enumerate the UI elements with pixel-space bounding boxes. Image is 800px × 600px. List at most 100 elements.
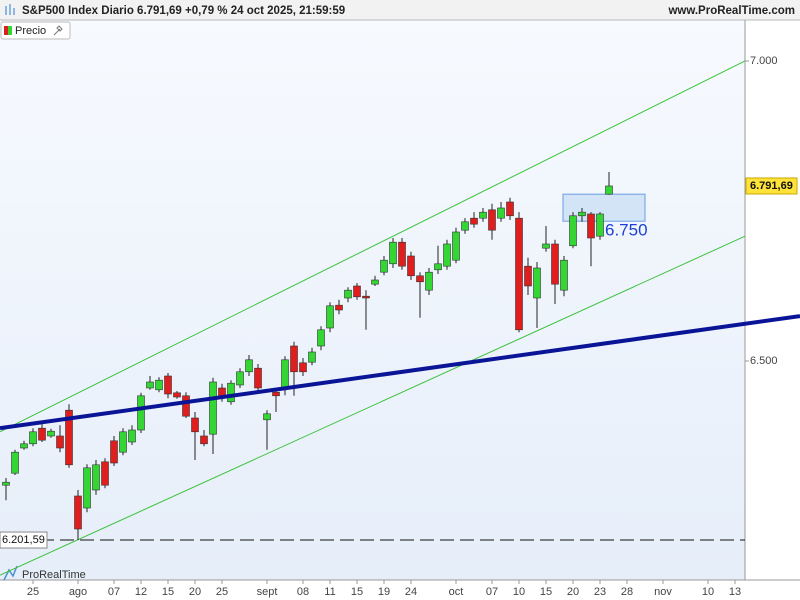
plot-area <box>0 20 745 580</box>
price-marker-box <box>745 177 798 195</box>
candle-body <box>443 243 451 267</box>
trendline <box>0 60 746 433</box>
candle-body <box>587 213 595 239</box>
candle-body <box>83 467 91 509</box>
candle-body <box>164 375 172 395</box>
candle-body <box>245 359 253 373</box>
x-tick-label: 13 <box>729 586 741 598</box>
x-tick-label: 10 <box>513 586 525 598</box>
legend-swatch <box>4 26 8 35</box>
candle-body <box>488 209 496 231</box>
candle-body <box>173 392 181 398</box>
candle-body <box>407 255 415 277</box>
x-tick-label: 08 <box>297 586 309 598</box>
candle-body <box>470 217 478 225</box>
logo-icon <box>3 565 18 581</box>
candle-body <box>38 427 46 441</box>
x-tick-label: 12 <box>135 586 147 598</box>
candle-body <box>299 362 307 373</box>
x-tick-label: 15 <box>162 586 174 598</box>
candle-body <box>155 379 163 391</box>
candle-body <box>497 207 505 219</box>
candle-body <box>20 443 28 449</box>
candle-body <box>119 431 127 453</box>
x-tick-label: oct <box>449 586 464 598</box>
candle-body <box>335 304 343 311</box>
candle-body <box>191 417 199 433</box>
candle-body <box>371 279 379 285</box>
candle-body <box>326 305 334 329</box>
x-tick-label: 20 <box>189 586 201 598</box>
plot-layer <box>0 60 746 576</box>
candle-body <box>578 211 586 217</box>
x-tick-label: 15 <box>351 586 363 598</box>
x-tick-label: 28 <box>621 586 633 598</box>
logo: ProRealTime <box>3 565 86 581</box>
candle-body <box>272 391 280 397</box>
candle-body <box>227 382 235 403</box>
candle-body <box>308 351 316 363</box>
y-tick-label: 7.000 <box>750 55 778 67</box>
candle-body <box>263 413 271 421</box>
candle-body <box>92 464 100 491</box>
x-tick-label: 10 <box>702 586 714 598</box>
candle-body <box>281 359 289 389</box>
candle-body <box>317 329 325 347</box>
candle-body <box>200 435 208 445</box>
candle-body <box>182 395 190 417</box>
trendline <box>0 314 800 431</box>
candle-body <box>479 211 487 219</box>
x-tick-label: 23 <box>594 586 606 598</box>
candle-body <box>524 265 532 287</box>
low-level-box <box>0 531 48 549</box>
candle-body <box>254 367 262 389</box>
candle-body <box>290 345 298 373</box>
candle-body <box>236 371 244 386</box>
candle-body <box>560 259 568 291</box>
x-tick-label: 15 <box>540 586 552 598</box>
x-tick-label: 25 <box>27 586 39 598</box>
candle-body <box>434 263 442 271</box>
candle-body <box>29 431 37 445</box>
x-tick-label: sept <box>257 586 278 598</box>
candle-body <box>515 217 523 331</box>
candle-body <box>596 213 604 237</box>
x-tick-label: 07 <box>108 586 120 598</box>
low-level-label: 6.201,59 <box>2 534 45 546</box>
candle-body <box>65 409 73 466</box>
legend-swatch <box>8 26 12 35</box>
candle-body <box>452 231 460 261</box>
candle-body <box>11 451 19 474</box>
candle-body <box>551 243 559 285</box>
header-bar <box>0 0 800 20</box>
x-tick-label: 25 <box>216 586 228 598</box>
x-tick-label: 20 <box>567 586 579 598</box>
candle-body <box>461 221 469 231</box>
trendline <box>0 235 746 576</box>
candle-body <box>209 381 217 435</box>
candle-body <box>380 259 388 273</box>
candle-body <box>605 185 613 195</box>
candle-body <box>569 215 577 247</box>
price-marker-label: 6.791,69 <box>750 180 793 192</box>
x-tick-label: 07 <box>486 586 498 598</box>
x-tick-label: ago <box>69 586 87 598</box>
candle-body <box>353 285 361 298</box>
candle-body <box>110 440 118 464</box>
settings-icon[interactable] <box>53 25 63 36</box>
x-tick-label: nov <box>654 586 672 598</box>
legend[interactable]: Precio <box>0 21 71 40</box>
x-tick-label: 24 <box>405 586 417 598</box>
x-tick-label: 11 <box>324 586 335 598</box>
candle-body <box>533 267 541 299</box>
candle-body <box>416 275 424 283</box>
header-icon <box>5 4 15 15</box>
zone-label: 6.750 <box>605 221 648 240</box>
candle-body <box>47 430 55 437</box>
candle-body <box>362 295 370 299</box>
legend-box[interactable] <box>0 21 71 40</box>
candle-body <box>128 429 136 443</box>
candle-body <box>101 461 109 486</box>
y-tick-label: 6.500 <box>750 355 778 367</box>
